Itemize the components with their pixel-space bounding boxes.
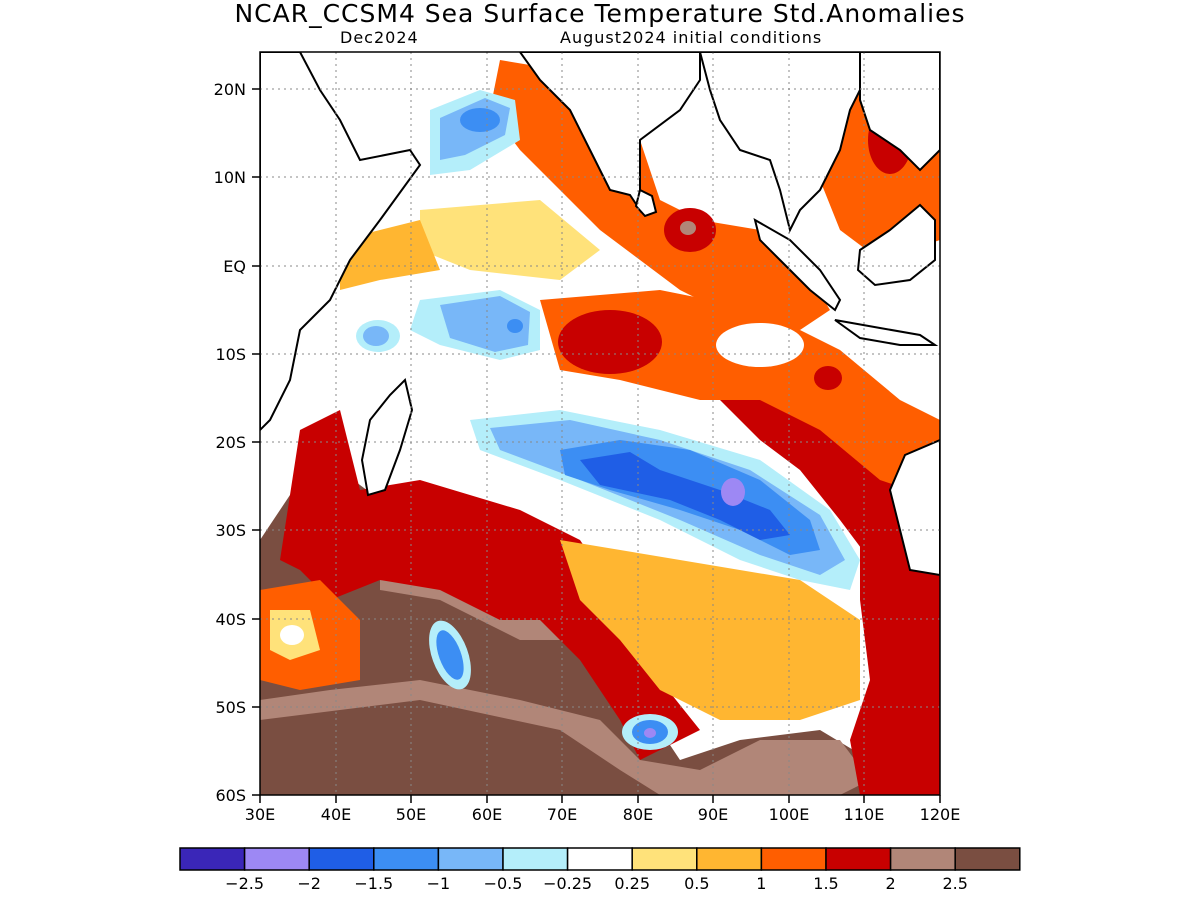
colorbar-label: −2.5 xyxy=(225,874,264,893)
lat-label: 30S xyxy=(215,521,246,540)
red-band-south xyxy=(280,410,700,760)
lon-label: 50E xyxy=(396,805,426,824)
gridlines xyxy=(260,52,940,795)
colorbar-swatch xyxy=(179,847,246,871)
brown-deep-south xyxy=(260,700,660,795)
lat-label: 50S xyxy=(215,698,246,717)
red-east-boundary xyxy=(850,500,940,795)
land-java xyxy=(834,319,939,346)
colorbar-swatch xyxy=(631,847,698,871)
land-madagascar xyxy=(360,378,414,497)
lat-label: 60S xyxy=(215,786,246,805)
colorbar-swatch xyxy=(825,847,892,871)
colorbar-swatch xyxy=(437,847,504,871)
colorbar-swatch xyxy=(889,847,956,871)
anomaly-field xyxy=(260,52,940,795)
cool-tongue-core xyxy=(580,452,790,540)
colorbar-swatch xyxy=(308,847,375,871)
land-southeast-asia xyxy=(698,52,861,233)
cool-west-inner xyxy=(440,296,530,352)
red-hotspot-1 xyxy=(558,310,662,374)
lon-label: 30E xyxy=(245,805,275,824)
white-pocket-east xyxy=(716,323,804,367)
colorbar-label: 2.5 xyxy=(942,874,967,893)
yellow-central xyxy=(420,200,600,280)
land-australia xyxy=(888,438,940,577)
colorbar-label: −2 xyxy=(297,874,321,893)
lat-label: 20S xyxy=(215,433,246,452)
lon-label: 100E xyxy=(769,805,810,824)
colorbar-swatch xyxy=(373,847,440,871)
colorbar-swatch xyxy=(243,847,310,871)
initial-conditions-label: August2024 initial conditions xyxy=(560,28,823,47)
colorbar-swatch xyxy=(760,847,827,871)
land-indochina-east xyxy=(859,52,940,172)
lon-label: 120E xyxy=(920,805,961,824)
valid-month-label: Dec2024 xyxy=(340,28,419,47)
cool-core-purple xyxy=(721,478,745,506)
land-arabia-africa xyxy=(260,52,422,432)
gold-central-south xyxy=(560,540,860,720)
colorbar-swatch xyxy=(696,847,763,871)
colorbar-label: −1 xyxy=(427,874,451,893)
red-hotspot-4 xyxy=(814,366,842,390)
lat-label: 40S xyxy=(215,610,246,629)
lat-label: 20N xyxy=(214,80,246,99)
chart-title: NCAR_CCSM4 Sea Surface Temperature Std.A… xyxy=(234,0,966,28)
colorbar-label: 0.5 xyxy=(684,874,709,893)
colorbar-label: −0.25 xyxy=(543,874,592,893)
land-sri-lanka xyxy=(634,188,658,218)
colorbar: −2.5 −2 −1.5 −1 −0.5 −0.25 0.25 0.5 1 1.5 2 2.5 xyxy=(179,847,1021,893)
colorbar-label: −1.5 xyxy=(354,874,393,893)
lon-label: 60E xyxy=(472,805,502,824)
colorbar-label: 1.5 xyxy=(813,874,838,893)
lon-label: 70E xyxy=(547,805,577,824)
colorbar-label: 0.25 xyxy=(614,874,650,893)
colorbar-swatch xyxy=(502,847,569,871)
colorbar-swatch xyxy=(566,847,633,871)
orange-northwest xyxy=(490,60,830,330)
colorbar-label: 2 xyxy=(886,874,896,893)
lat-label: 10N xyxy=(214,168,246,187)
land-india xyxy=(518,52,701,214)
lon-label: 40E xyxy=(321,805,351,824)
lon-label: 110E xyxy=(844,805,885,824)
colorbar-swatch xyxy=(954,847,1021,871)
lat-label: 10S xyxy=(215,345,246,364)
land-sumatra xyxy=(753,217,842,312)
lat-label: EQ xyxy=(223,257,246,276)
map-frame xyxy=(259,51,941,796)
colorbar-label: −0.5 xyxy=(484,874,523,893)
lon-label: 80E xyxy=(623,805,653,824)
colorbar-label: 1 xyxy=(756,874,766,893)
lon-label: 90E xyxy=(698,805,728,824)
